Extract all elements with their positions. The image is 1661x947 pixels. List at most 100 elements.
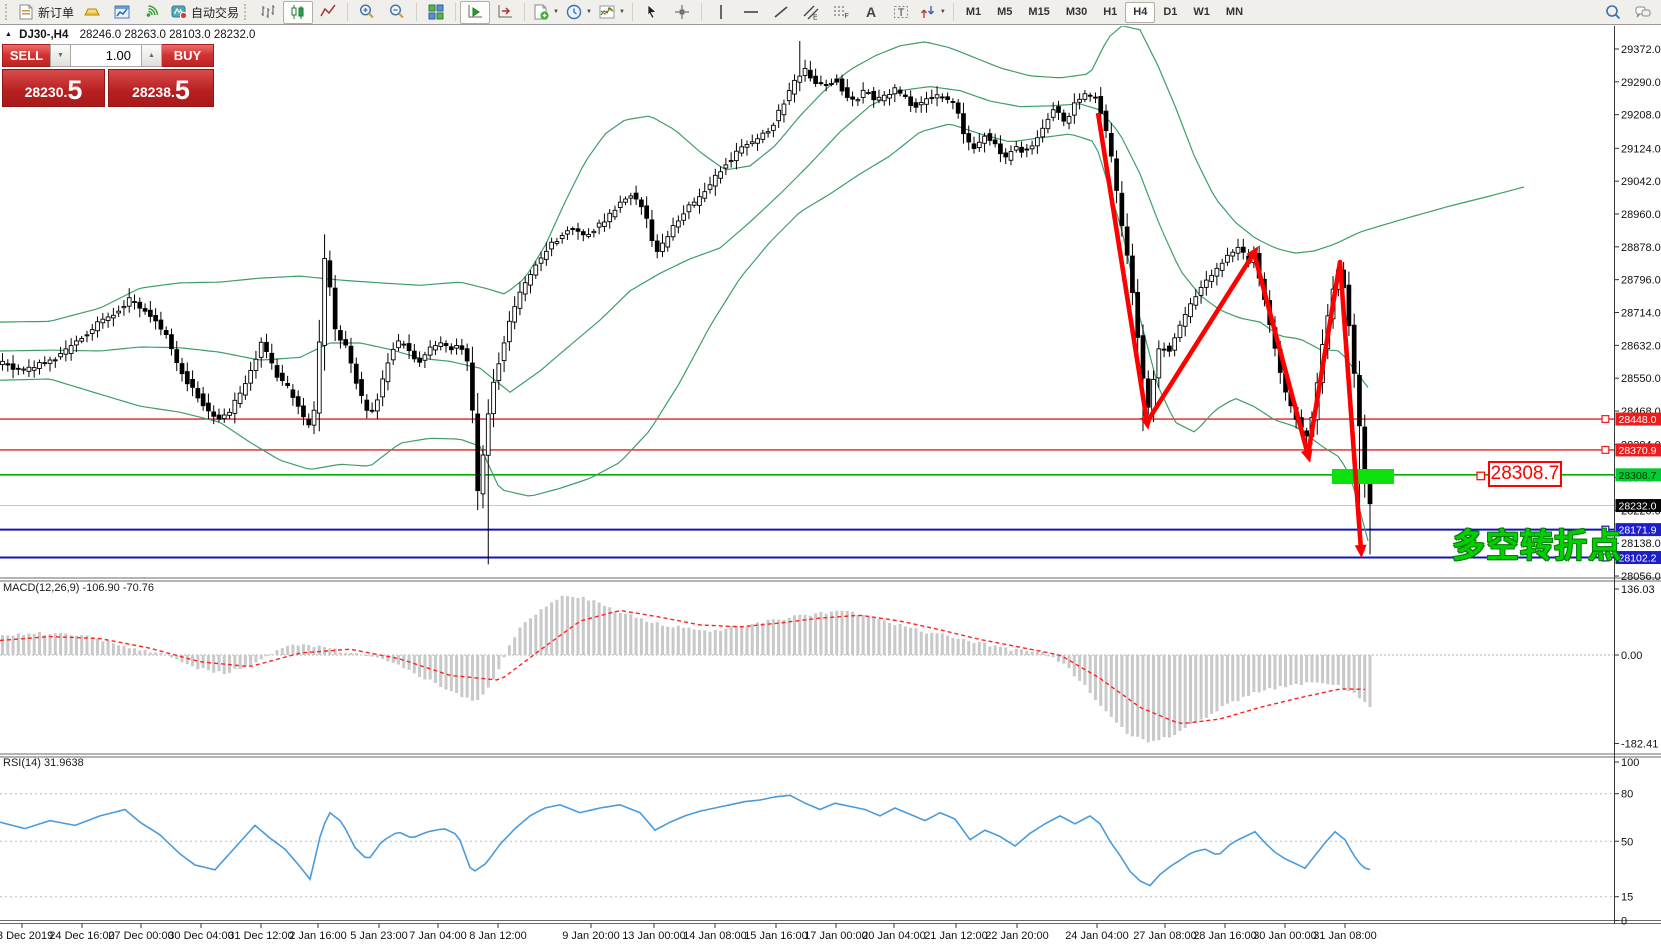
new-order-button[interactable]: 新订单 <box>14 1 77 24</box>
signals-button[interactable] <box>137 1 167 24</box>
time-axis-label: 17 Jan 00:00 <box>804 930 868 942</box>
chart-shift-button[interactable] <box>490 1 520 24</box>
zigzag-arrowhead <box>1246 246 1259 261</box>
cursor-button[interactable] <box>637 1 667 24</box>
sell-price-main: 28230. <box>24 84 68 100</box>
one-click-trading-panel: SELL ▼ ▲ BUY 28230.5 28238.5 <box>2 44 214 107</box>
zoom-out-button[interactable] <box>382 1 412 24</box>
bollinger-lower-line[interactable] <box>0 123 1369 542</box>
buy-button[interactable]: BUY <box>162 44 214 67</box>
timeframe-button-m5[interactable]: M5 <box>997 6 1013 18</box>
svg-text:A: A <box>866 4 876 20</box>
bar-chart-button[interactable] <box>253 1 283 24</box>
trendline-button[interactable] <box>766 1 796 24</box>
rsi-axis-label: 15 <box>1621 892 1633 904</box>
auto-scroll-button[interactable] <box>460 0 491 24</box>
new-chart-button[interactable]: ▼ <box>529 1 562 24</box>
new-order-button-label: 新订单 <box>38 5 75 20</box>
channel-icon: E <box>803 5 819 21</box>
dropdown-caret-icon[interactable]: ▼ <box>618 9 625 15</box>
candles-layer[interactable] <box>0 40 1373 565</box>
level-price-tag <box>1615 443 1661 457</box>
dropdown-caret-icon[interactable]: ▼ <box>585 9 592 15</box>
callout-anchor-handle[interactable] <box>1476 471 1486 481</box>
vertical-line-button[interactable] <box>706 1 736 24</box>
zoom-in-button[interactable] <box>352 1 382 24</box>
crosshair-icon <box>674 5 689 19</box>
zoom-in-icon <box>360 4 374 19</box>
price-tick-label: 29042.0 <box>1621 176 1661 188</box>
arrows-button[interactable]: ▼ <box>916 1 949 24</box>
highlight-rectangle[interactable] <box>1332 469 1394 484</box>
level-anchor-handle[interactable] <box>1601 415 1610 424</box>
timeframe-button-d1[interactable]: D1 <box>1163 6 1178 18</box>
timeframe-button-h4[interactable]: H4 <box>1125 1 1156 23</box>
autotrading-button[interactable]: 自动交易 <box>167 1 242 24</box>
toolbar-grip <box>244 4 249 20</box>
price-tick-label: 29124.0 <box>1621 143 1661 155</box>
time-axis-label: 13 Jan 00:00 <box>622 930 686 942</box>
collapse-arrow-icon[interactable]: ▲ <box>5 31 12 38</box>
fibonacci-button[interactable]: F <box>826 1 856 24</box>
price-tick-label: 28550.0 <box>1621 373 1661 385</box>
bollinger-upper-line[interactable] <box>0 26 1525 323</box>
signal-icon <box>146 5 159 17</box>
time-axis-label: 7 Jan 04:00 <box>409 930 467 942</box>
bollinger-bands-layer <box>0 26 1525 542</box>
timeframe-button-w1[interactable]: W1 <box>1193 6 1210 18</box>
toolbar-separator <box>416 3 418 21</box>
crosshair-button[interactable] <box>667 1 697 24</box>
turning-point-annotation[interactable]: 多空转折点 <box>1452 527 1622 564</box>
tile-windows-button[interactable] <box>421 1 451 24</box>
volume-input[interactable] <box>71 44 141 67</box>
dropdown-caret-icon[interactable]: ▼ <box>553 9 559 15</box>
profiles-button[interactable]: ▼ <box>562 1 595 24</box>
chat-button[interactable] <box>1628 1 1658 24</box>
line-chart-button[interactable] <box>313 1 343 24</box>
zigzag-annotation[interactable] <box>1095 112 1367 558</box>
text-button[interactable]: A <box>856 1 886 24</box>
cursor-icon <box>647 4 657 19</box>
level-anchor-handle[interactable] <box>1601 553 1610 562</box>
time-axis-label: 8 Jan 12:00 <box>469 930 527 942</box>
zigzag-arrowhead <box>1300 448 1313 463</box>
level-anchor-handle[interactable] <box>1601 445 1610 454</box>
marketwatch-button[interactable] <box>77 1 107 24</box>
price-tick-label: 28632.0 <box>1621 340 1661 352</box>
bollinger-middle-line[interactable] <box>0 85 1369 393</box>
level-price-tag <box>1615 499 1661 513</box>
timeframe-button-h1[interactable]: H1 <box>1103 6 1118 18</box>
chart-window-button[interactable] <box>107 1 137 24</box>
timeframe-button-mn[interactable]: MN <box>1225 6 1244 18</box>
time-axis-label: 31 Dec 12:00 <box>228 930 293 942</box>
svg-text:F: F <box>844 13 848 20</box>
toolbar-separator <box>631 3 633 21</box>
tile-icon <box>428 4 444 20</box>
dropdown-caret-icon[interactable]: ▼ <box>939 9 946 15</box>
timeframe-button-m15[interactable]: M15 <box>1028 6 1050 18</box>
timeframe-button-m1[interactable]: M1 <box>965 6 982 18</box>
buy-price-display[interactable]: 28238. 5 <box>108 69 214 107</box>
volume-decrease-button[interactable]: ▼ <box>50 44 71 67</box>
symbol-ohlc: 28246.0 28263.0 28103.0 28232.0 <box>79 29 256 41</box>
volume-increase-button[interactable]: ▲ <box>141 44 162 67</box>
sell-price-display[interactable]: 28230. 5 <box>2 69 105 107</box>
sell-button[interactable]: SELL <box>2 44 50 67</box>
label-button[interactable]: T <box>886 1 916 24</box>
candlestick-chart-button[interactable] <box>283 0 314 24</box>
macd-pane[interactable] <box>0 595 1615 743</box>
shift-icon <box>498 5 513 18</box>
level-anchor-handle[interactable] <box>1601 525 1610 534</box>
level-price-tag <box>1615 412 1661 426</box>
price-callout-box[interactable]: 28308.7 <box>1488 461 1562 487</box>
timeframe-button-m30[interactable]: M30 <box>1065 6 1088 18</box>
chart-area[interactable]: 29372.0 29290.0 29208.0 29124.0 29042.0 28960… <box>0 25 1661 947</box>
indicators-button[interactable]: ▼ <box>595 1 628 24</box>
horizontal-line-button[interactable] <box>736 1 766 24</box>
rsi-pane[interactable] <box>0 793 1615 898</box>
level-price-tag <box>1615 468 1661 482</box>
toolbar-separator <box>952 3 954 21</box>
channel-button[interactable]: E <box>796 1 826 24</box>
search-button[interactable] <box>1598 1 1628 24</box>
